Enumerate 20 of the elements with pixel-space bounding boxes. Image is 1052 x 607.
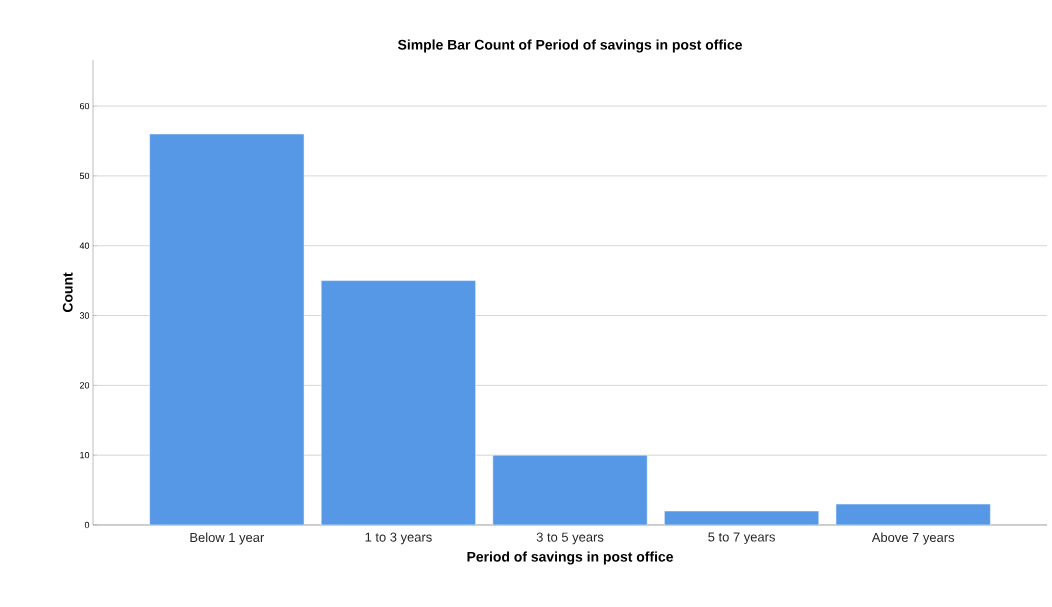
bar (320, 280, 476, 525)
x-tick-label: Above 7 years (871, 532, 955, 545)
y-tick-label: 60 (79, 102, 90, 110)
x-tick-label: 5 to 7 years (708, 532, 775, 545)
bar (664, 510, 820, 525)
y-tick-label: 50 (79, 172, 90, 180)
y-tick-label: 30 (79, 312, 90, 319)
y-axis-title: Count (62, 272, 73, 313)
x-axis-title: Period of savings in post office (467, 551, 673, 565)
x-tick-label: 1 to 3 years (365, 532, 432, 545)
y-tick-label: 0 (84, 521, 90, 529)
bar (835, 503, 991, 525)
bar (149, 133, 305, 525)
x-tick-label: Below 1 year (190, 532, 265, 545)
y-tick-label: 40 (79, 242, 90, 249)
bar (492, 454, 648, 525)
y-tick-label: 20 (79, 382, 90, 389)
chart-title: Simple Bar Count of Period of savings in post office (397, 39, 742, 53)
y-tick-label: 10 (80, 451, 90, 459)
x-tick-label: 3 to 5 years (536, 532, 604, 545)
